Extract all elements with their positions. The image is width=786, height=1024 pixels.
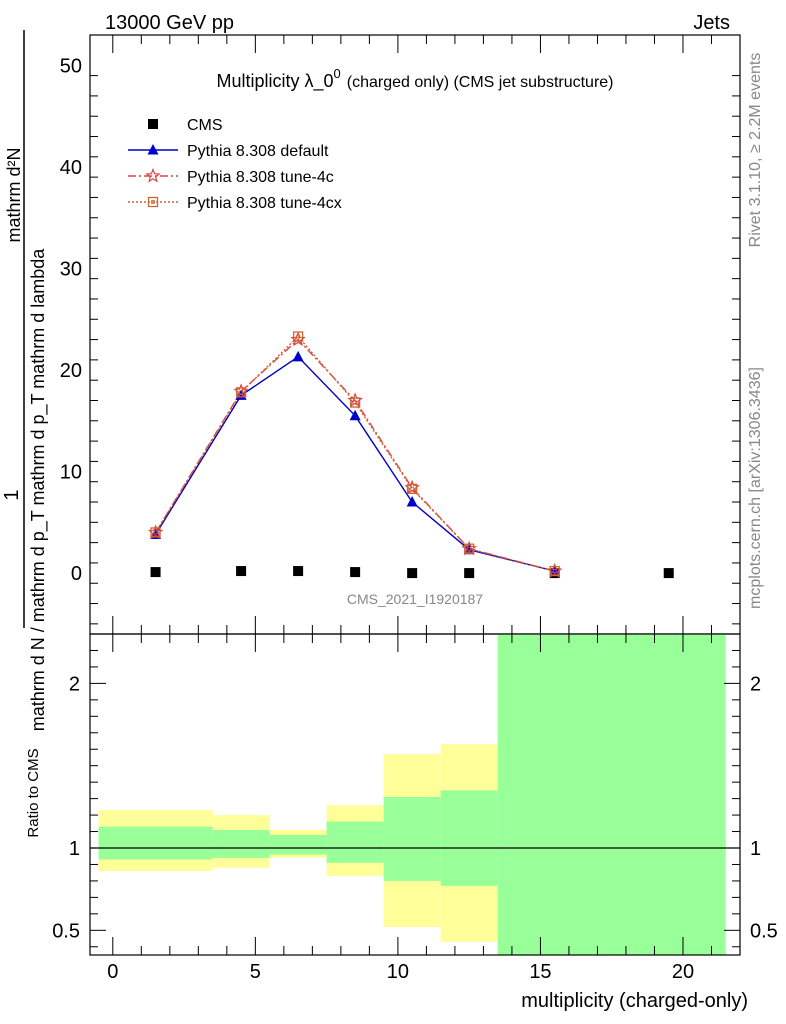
- legend-marker-0: [148, 119, 158, 129]
- series-1-point: [292, 350, 304, 362]
- ratio-ytick-label-right: 0.5: [750, 920, 778, 942]
- series-line-2: [155, 338, 555, 572]
- mcplots-label: mcplots.cern.ch [arXiv:1306.3436]: [747, 367, 764, 609]
- legend-label-2: Pythia 8.308 tune-4c: [187, 169, 334, 186]
- series-3-point-inner: [239, 390, 243, 395]
- rivet-label: Rivet 3.1.10, ≥ 2.2M events: [747, 53, 764, 248]
- series-3-point-inner: [410, 486, 415, 491]
- series-0-point: [407, 568, 418, 579]
- ratio-ytick-label-left: 1: [69, 838, 80, 860]
- legend-label-0: CMS: [187, 117, 223, 134]
- series-3-point-inner: [353, 400, 358, 405]
- series-3-point-inner: [296, 334, 301, 339]
- series-3-point-inner: [552, 569, 557, 573]
- series-1-point: [406, 496, 418, 507]
- green-band-5: [440, 790, 498, 886]
- ratio-xtick-label: 5: [250, 961, 261, 983]
- ratio-xtick-label: 15: [529, 961, 551, 983]
- main-ytick-label: 20: [60, 360, 82, 382]
- main-ytick-label: 10: [60, 462, 82, 484]
- series-1-point: [349, 409, 361, 421]
- main-ylabel: 1 mathrm d N / mathrm d p_T mathrm d p_T…: [1, 30, 49, 731]
- ratio-ytick-label-right: 1: [750, 838, 761, 860]
- legend-label-3: Pythia 8.308 tune-4cx: [187, 195, 342, 212]
- ratio-ytick-label-left: 0.5: [52, 920, 80, 942]
- ratio-xtick-label: 0: [107, 961, 118, 983]
- main-ytick-label: 0: [71, 563, 82, 585]
- series-0-point: [293, 566, 304, 577]
- green-band-3: [326, 821, 384, 863]
- series-3-point: [292, 331, 304, 342]
- ylabel-denominator: mathrm d N / mathrm d p_T mathrm d p_T m…: [28, 248, 49, 731]
- main-ytick-label: 40: [60, 157, 82, 179]
- series-3-point: [235, 387, 247, 398]
- series-3-point-inner: [153, 530, 158, 535]
- series-0-point: [464, 568, 475, 579]
- series-0-point: [236, 566, 247, 577]
- ylabel-prefix: 1: [1, 489, 23, 500]
- xlabel: multiplicity (charged-only): [521, 990, 748, 1012]
- series-0-point: [150, 567, 161, 578]
- series-3-point: [150, 527, 161, 538]
- legend-marker-3-inner: [151, 200, 155, 204]
- ratio-xtick-label: 10: [387, 961, 409, 983]
- series-3-point: [349, 397, 361, 408]
- series-line-1: [155, 355, 555, 572]
- ratio-panel: 0 5 10 15 20 0.5 0.5 1 1 2 2: [52, 633, 778, 983]
- series-0-point: [350, 567, 361, 578]
- main-ytick-label: 50: [60, 55, 82, 77]
- series-3-point: [406, 483, 418, 494]
- green-band-2: [269, 834, 327, 855]
- ratio-frame: [89, 633, 741, 956]
- energy-label: 13000 GeV pp: [105, 12, 234, 34]
- legend-label-1: Pythia 8.308 default: [187, 143, 329, 160]
- ylabel-numerator: mathrm d²N: [4, 147, 24, 242]
- series-3-point-inner: [467, 546, 472, 551]
- analysis-tag: CMS_2021_I1920187: [347, 591, 483, 607]
- category-label: Jets: [693, 12, 730, 34]
- green-band-6: [497, 634, 726, 955]
- ratio-xtick-label: 20: [672, 961, 694, 983]
- ratio-ylabel: Ratio to CMS: [25, 748, 42, 837]
- legend-marker-1: [147, 144, 159, 155]
- series-line-3: [155, 335, 555, 572]
- green-band-1: [212, 829, 270, 858]
- ratio-ytick-label-right: 2: [750, 673, 761, 695]
- series-0-point: [663, 568, 674, 579]
- main-ytick-label: 30: [60, 259, 82, 281]
- green-band-4: [383, 796, 441, 881]
- ratio-ytick-label-left: 2: [69, 673, 80, 695]
- title-superscript: 0: [334, 66, 341, 81]
- chart-title: Multiplicity λ_00 (charged only) (CMS jet…: [216, 66, 613, 92]
- series-3-point: [549, 565, 560, 577]
- main-panel: 0 10 20 30 40 50 CMS Pythia 8.308 default Pythia…: [60, 34, 741, 635]
- title-suffix: (charged only) (CMS jet substructure): [347, 74, 614, 91]
- title-main: Multiplicity λ_0: [216, 71, 333, 92]
- series-3-point: [464, 543, 475, 554]
- legend-marker-3: [147, 196, 159, 208]
- green-band-0: [98, 826, 213, 860]
- legend-marker-2: [145, 167, 161, 183]
